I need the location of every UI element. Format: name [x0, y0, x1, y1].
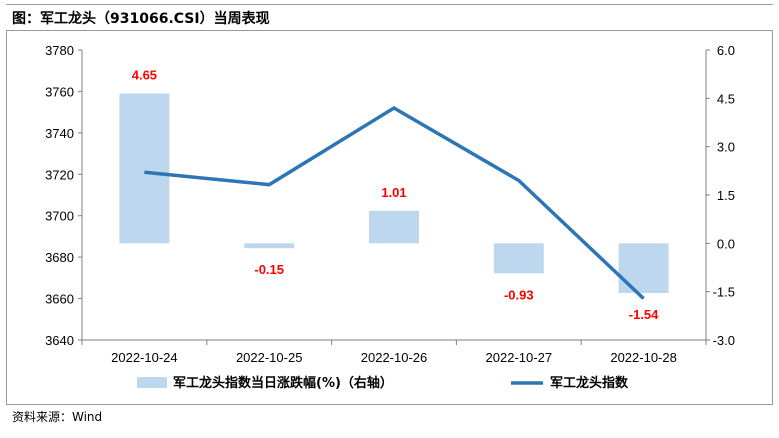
legend-bar-swatch [137, 377, 167, 388]
data-label: -1.54 [629, 307, 659, 322]
right-tick-label: 6.0 [717, 43, 735, 58]
axes: 3640 3660 3680 3700 3720 3740 3760 3780 -3.0 -1.5… [45, 43, 735, 365]
right-tick-label: 0.0 [717, 236, 735, 251]
right-tick-label: -1.5 [713, 285, 735, 300]
data-label: -0.93 [504, 287, 534, 302]
left-tick-label: 3700 [45, 209, 74, 224]
left-tick-label: 3740 [45, 126, 74, 141]
left-tick-label: 3640 [45, 333, 74, 348]
x-tick-label: 2022-10-25 [236, 350, 303, 365]
right-tick-label: 4.5 [717, 91, 735, 106]
figure-title: 图：军工龙头（931066.CSI）当周表现 [12, 11, 270, 27]
bar [493, 243, 544, 274]
index-line [144, 105, 645, 300]
data-label: 1.01 [381, 185, 406, 200]
chart-panel [6, 30, 773, 405]
left-tick-label: 3760 [45, 84, 74, 99]
right-tick-label: -3.0 [713, 333, 735, 348]
bar [119, 93, 170, 244]
line-series [144, 105, 645, 300]
legend-line-label: 军工龙头指数 [550, 375, 629, 391]
left-tick-label: 3660 [45, 292, 74, 307]
right-tick-label: 1.5 [717, 188, 735, 203]
right-tick-label: 3.0 [717, 140, 735, 155]
legend: 军工龙头指数当日涨跌幅(%)（右轴） 军工龙头指数 [137, 375, 629, 391]
x-tick-label: 2022-10-26 [361, 350, 428, 365]
data-labels: 4.65 -0.15 1.01 -0.93 -1.54 [132, 68, 659, 322]
source-note: 资料来源：Wind [12, 410, 103, 424]
left-tick-label: 3780 [45, 43, 74, 58]
top-rule [6, 4, 773, 5]
left-tick-label: 3680 [45, 250, 74, 265]
data-label: -0.15 [254, 262, 284, 277]
left-tick-label: 3720 [45, 167, 74, 182]
data-label: 4.65 [132, 68, 157, 83]
bar [244, 243, 295, 249]
bar [369, 210, 419, 244]
bar [618, 243, 669, 293]
x-tick-label: 2022-10-24 [111, 350, 178, 365]
legend-bar-label: 军工龙头指数当日涨跌幅(%)（右轴） [173, 375, 393, 391]
x-tick-label: 2022-10-27 [486, 350, 553, 365]
x-tick-label: 2022-10-28 [610, 350, 677, 365]
